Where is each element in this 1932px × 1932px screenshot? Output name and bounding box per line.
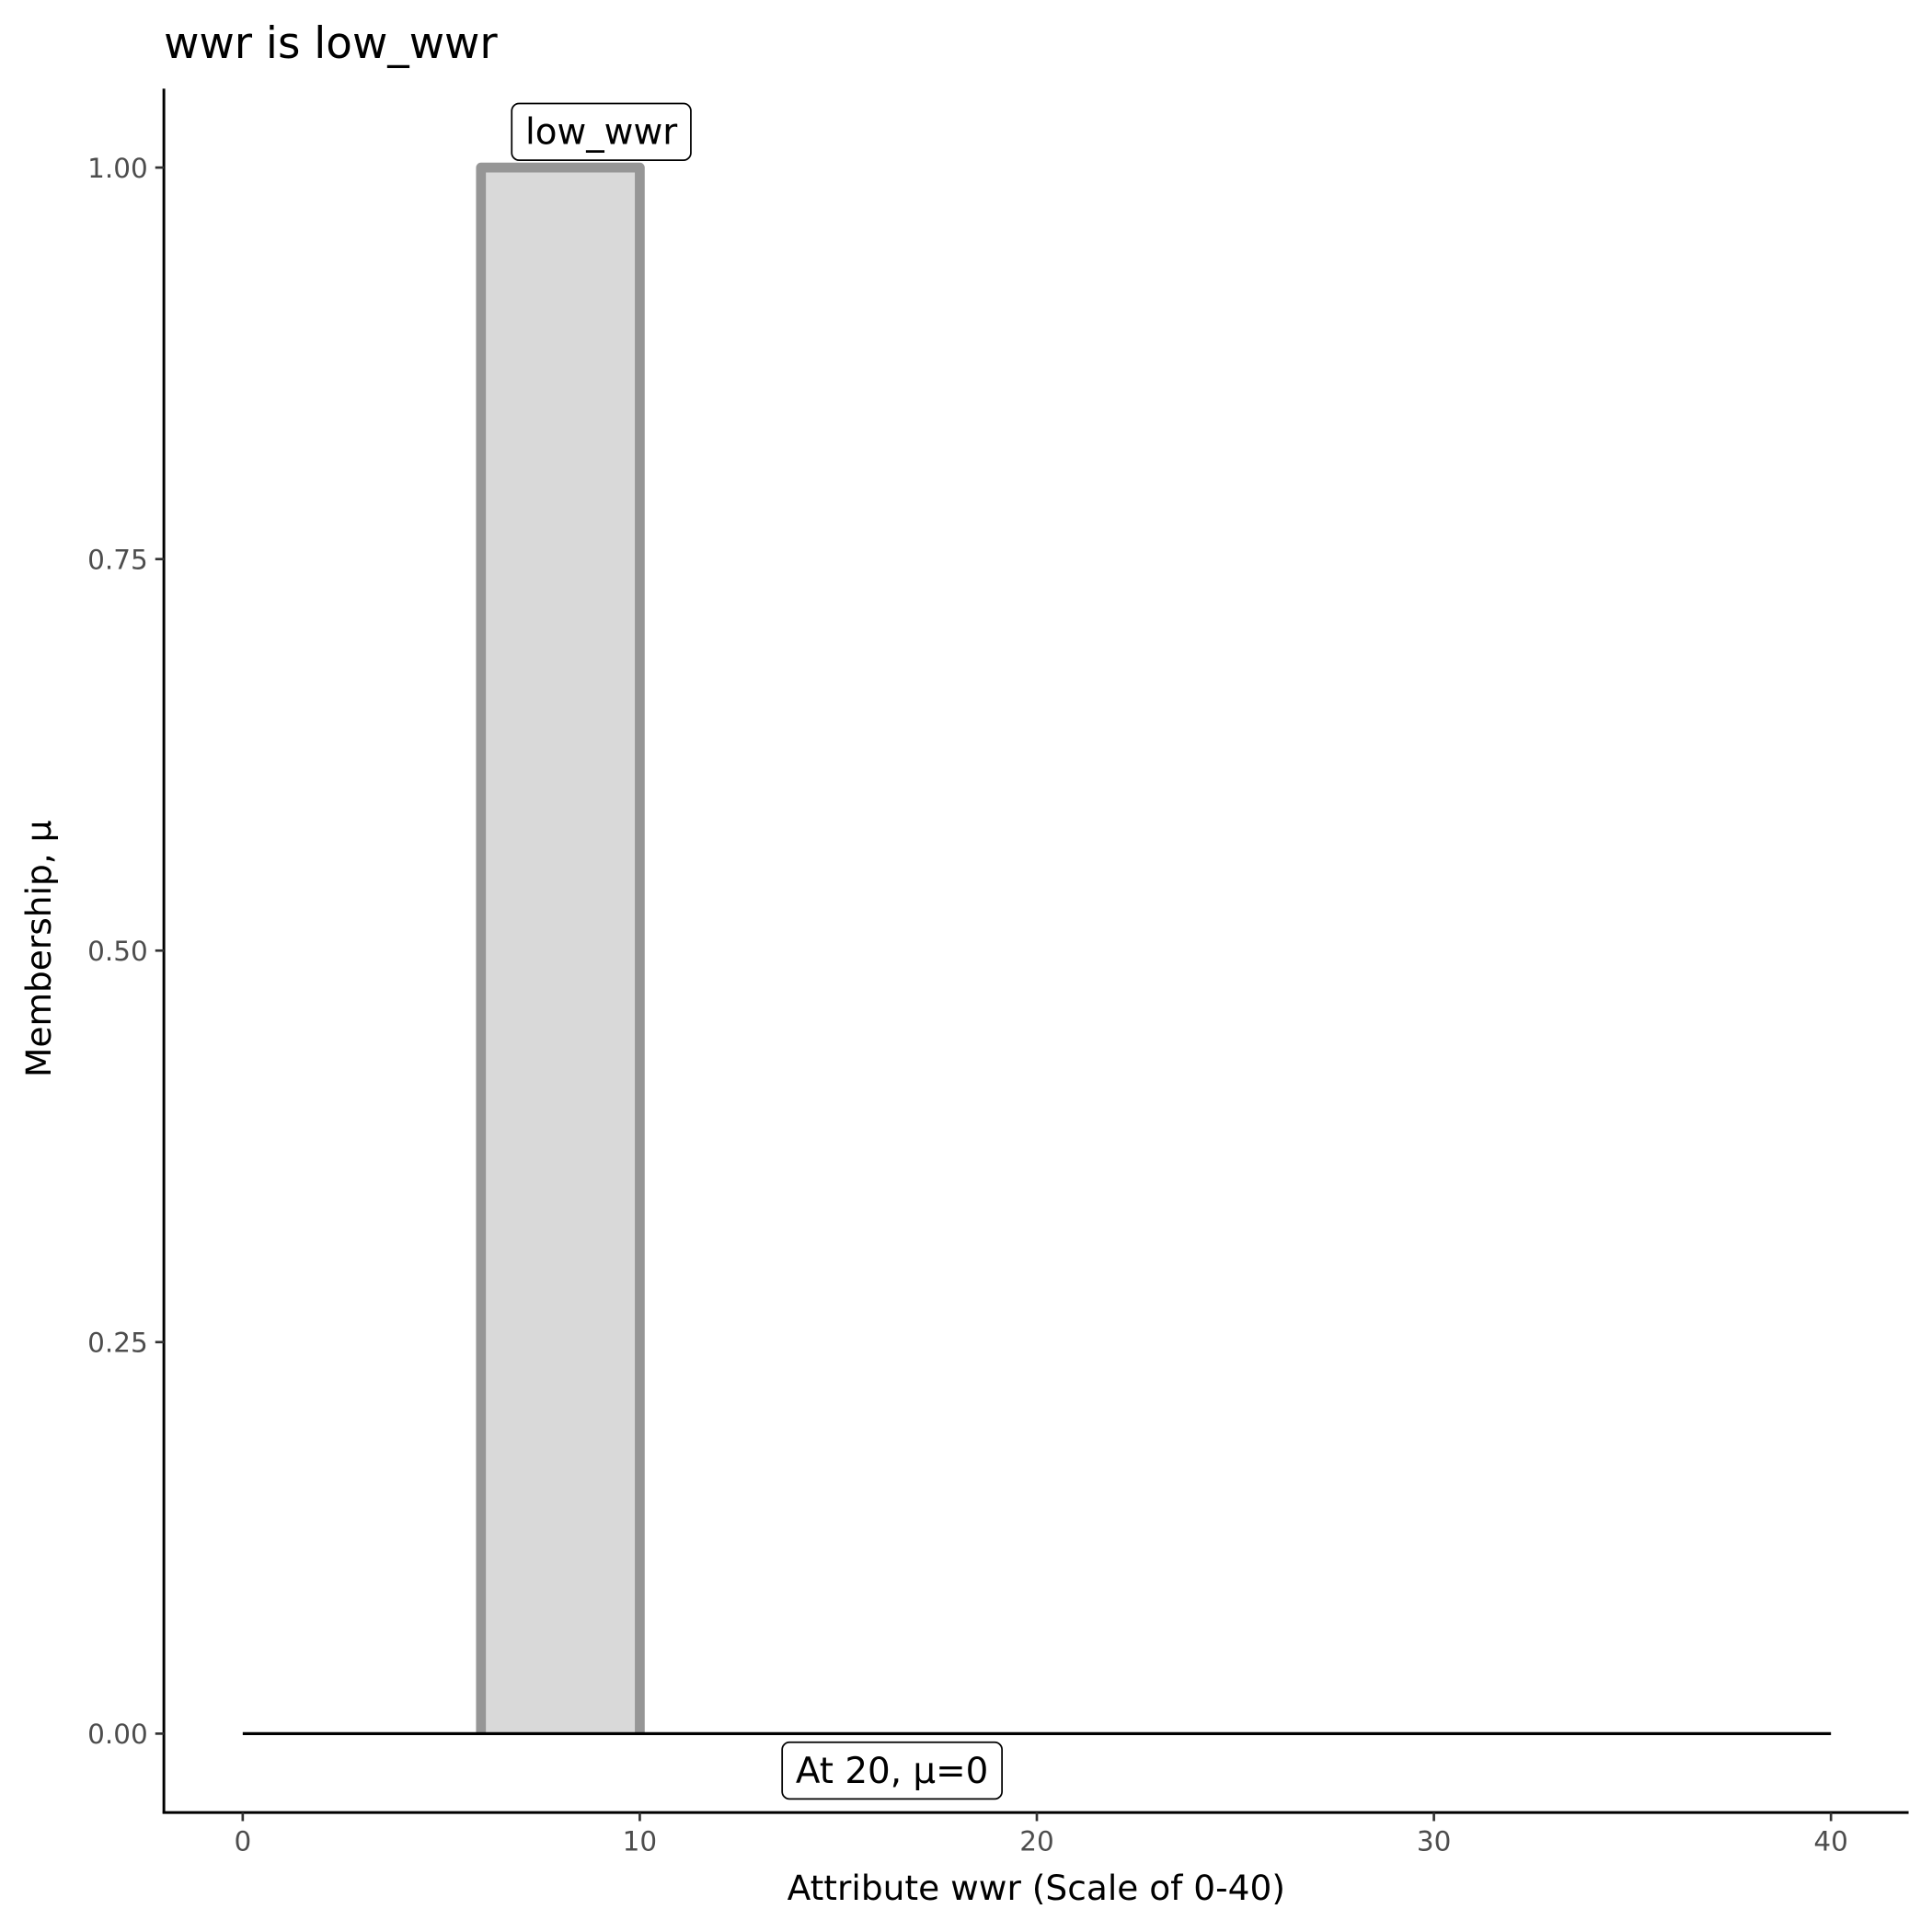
annotation-text: At 20, μ=0 <box>796 1751 988 1792</box>
chart-title: wwr is low_wwr <box>164 18 498 69</box>
annotations: low_wwr At 20, μ=0 <box>511 102 1003 1800</box>
y-tick-label: 0.25 <box>87 1328 148 1359</box>
annotation-text: low_wwr <box>525 112 677 154</box>
y-tick-label: 0.75 <box>87 544 148 575</box>
annotation-box <box>781 1741 1003 1800</box>
x-tick-label: 10 <box>623 1826 657 1857</box>
x-tick-label: 0 <box>234 1826 251 1857</box>
x-tick-label: 20 <box>1019 1826 1053 1857</box>
x-ticks: 0 10 20 30 40 <box>234 1812 1848 1857</box>
x-tick-label: 30 <box>1417 1826 1451 1857</box>
x-axis-title: Attribute wwr (Scale of 0-40) <box>788 1868 1285 1908</box>
annotation-label: At 20, μ=0 <box>781 1741 1003 1800</box>
y-ticks: 0.00 0.25 0.50 0.75 1.00 <box>87 153 165 1750</box>
annotation-label: low_wwr <box>511 102 692 161</box>
y-tick-label: 0.00 <box>87 1719 148 1750</box>
membership-line-low_wwr <box>476 162 645 1734</box>
annotation-box <box>511 102 692 161</box>
plot-area <box>242 162 1832 1735</box>
y-tick-label: 0.50 <box>87 936 148 967</box>
membership-area-low_wwr <box>480 167 640 1734</box>
x-tick-label: 40 <box>1813 1826 1847 1857</box>
y-axis-title: Membership, μ <box>18 821 59 1077</box>
y-tick-label: 1.00 <box>87 153 148 184</box>
